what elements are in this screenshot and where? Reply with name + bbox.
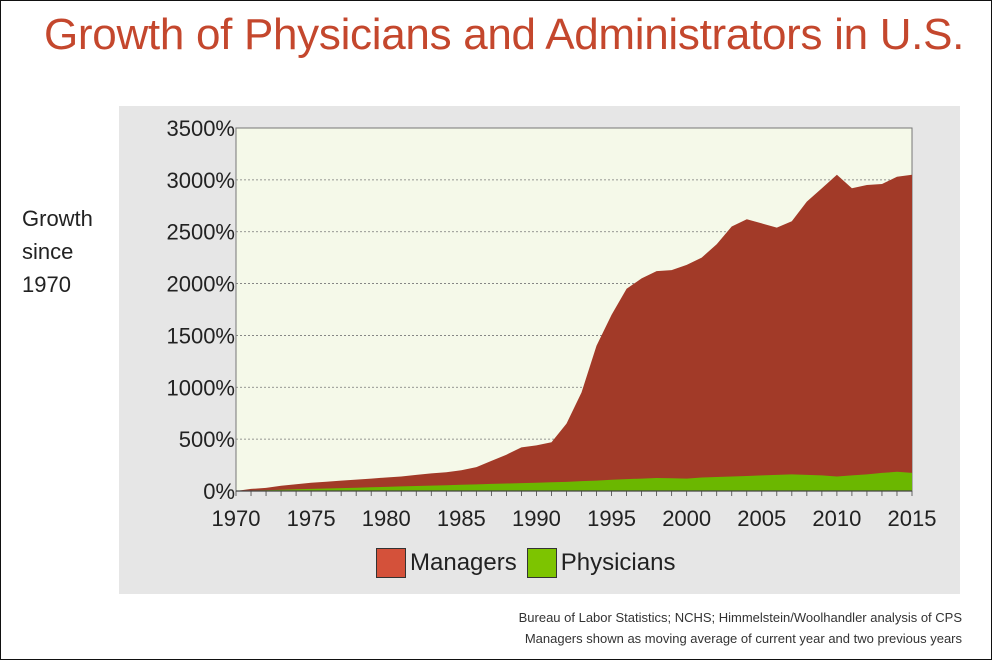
- legend-swatch-managers: [376, 548, 406, 578]
- y-axis-label-line: 1970: [22, 272, 71, 297]
- area-managers: [236, 174, 912, 491]
- y-tick-label: 1000%: [166, 375, 235, 400]
- source-line: Managers shown as moving average of curr…: [524, 631, 962, 646]
- chart-title: Growth of Physicians and Administrators …: [44, 10, 965, 59]
- y-tick-label: 3000%: [166, 168, 235, 193]
- area-chart: 0% 500% 1000% 1500% 2000% 2500% 3000% 3500% 1970…: [166, 116, 937, 531]
- x-tick-label: 2005: [737, 506, 786, 531]
- y-tick-label: 1500%: [166, 323, 235, 348]
- legend-item-physicians: Physicians: [526, 548, 676, 578]
- y-tick-label: 2000%: [166, 272, 235, 297]
- source-note: Bureau of Labor Statistics; NCHS; Himmel…: [519, 607, 962, 649]
- x-tick-label: 1990: [512, 506, 561, 531]
- y-tick-label: 2500%: [166, 220, 235, 245]
- x-tick-label: 1970: [212, 506, 261, 531]
- y-axis-label: Growth since 1970: [22, 202, 93, 301]
- x-tick-label: 1995: [587, 506, 636, 531]
- x-tick-label: 1980: [362, 506, 411, 531]
- x-tick-label: 2010: [812, 506, 861, 531]
- source-line: Bureau of Labor Statistics; NCHS; Himmel…: [518, 610, 962, 625]
- x-tick-label: 1985: [437, 506, 486, 531]
- y-axis-label-line: Growth: [22, 206, 93, 231]
- legend-label-physicians: Physicians: [560, 549, 676, 576]
- chart-panel: 0% 500% 1000% 1500% 2000% 2500% 3000% 3500% 1970…: [119, 106, 960, 594]
- legend: Managers Physicians: [376, 548, 685, 578]
- y-axis-label-line: since: [22, 239, 74, 264]
- x-tick-label: 2000: [662, 506, 711, 531]
- y-tick-label: 500%: [179, 427, 235, 452]
- legend-swatch-physicians: [526, 548, 557, 578]
- y-tick-label: 0%: [203, 479, 235, 504]
- x-tick-label: 1975: [287, 506, 336, 531]
- legend-label-managers: Managers: [410, 549, 517, 576]
- legend-item-managers: Managers: [376, 548, 517, 578]
- y-tick-label: 3500%: [166, 116, 235, 141]
- x-tick-label: 2015: [888, 506, 937, 531]
- area-physicians: [236, 471, 912, 491]
